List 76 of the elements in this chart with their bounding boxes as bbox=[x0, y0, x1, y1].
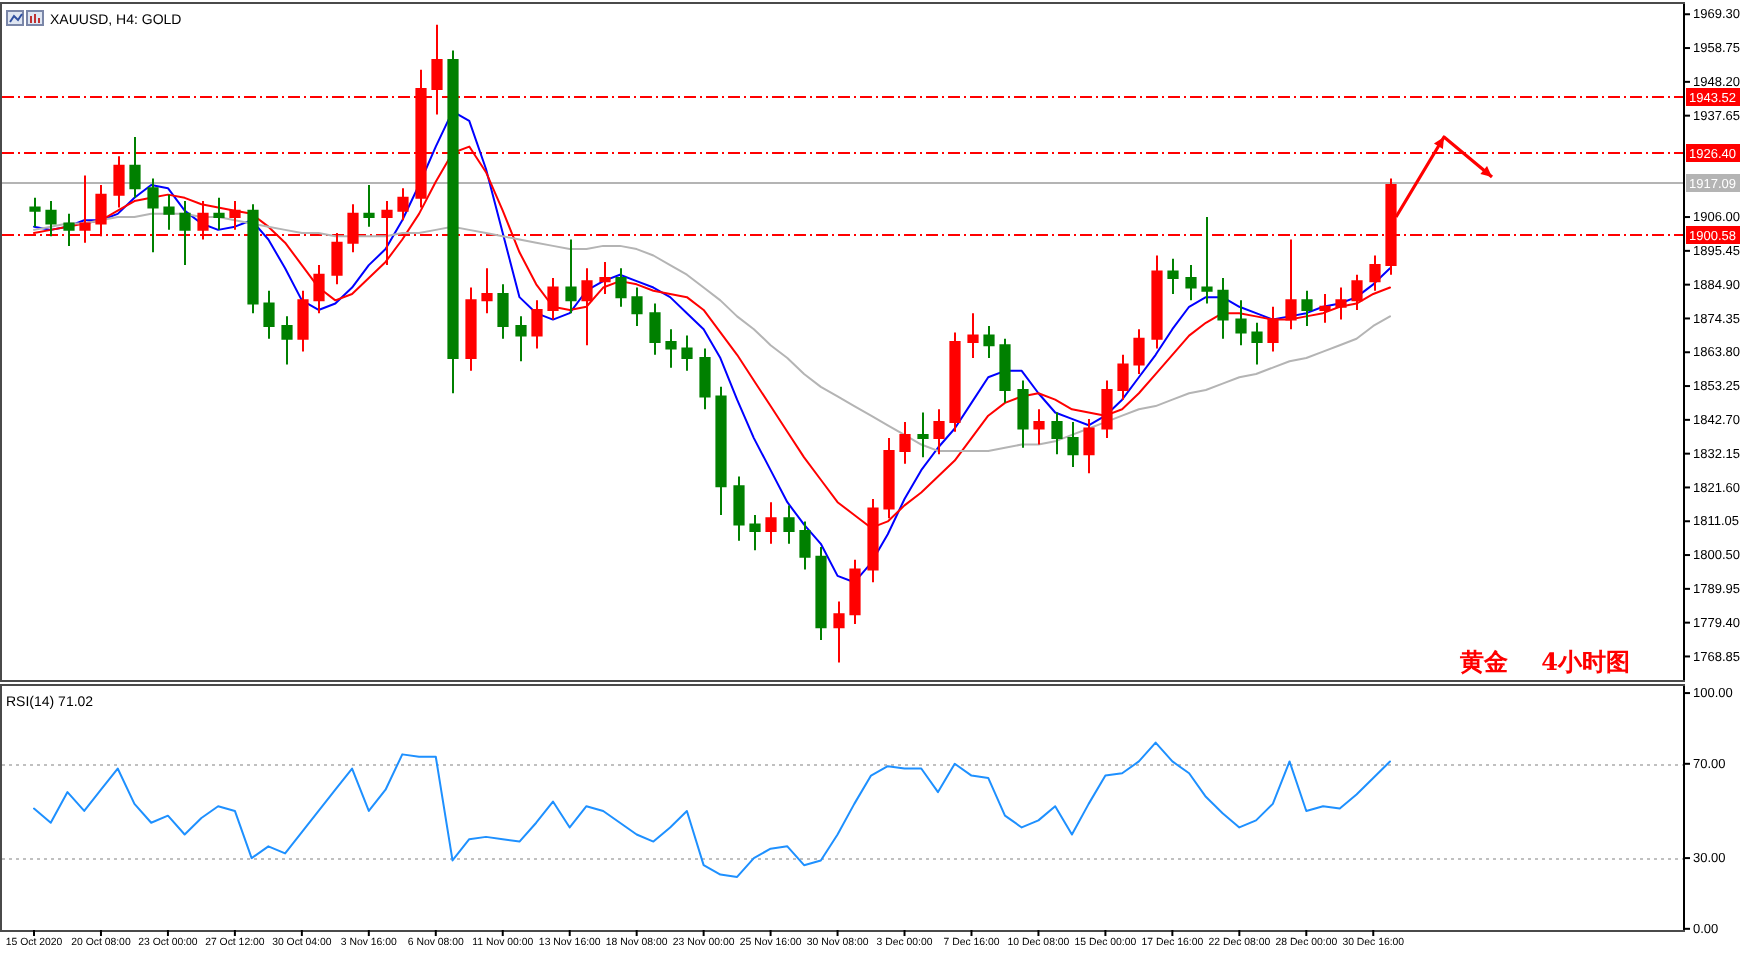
line-series bbox=[33, 212, 1391, 452]
candlestick bbox=[515, 315, 527, 363]
line-series bbox=[33, 741, 1391, 878]
candlestick bbox=[565, 238, 577, 315]
candlestick bbox=[1335, 286, 1347, 321]
candlestick bbox=[899, 421, 911, 465]
candlestick bbox=[179, 200, 191, 267]
candlestick bbox=[1369, 254, 1381, 292]
candlestick bbox=[1167, 257, 1179, 295]
candlestick bbox=[147, 177, 159, 254]
candlestick bbox=[281, 315, 293, 366]
candlestick bbox=[1017, 379, 1029, 449]
candlestick bbox=[1251, 321, 1263, 366]
candlestick bbox=[765, 501, 777, 545]
candlestick bbox=[967, 312, 979, 360]
candlestick bbox=[1217, 276, 1229, 340]
candlestick bbox=[1101, 379, 1113, 440]
candlestick bbox=[1117, 353, 1129, 401]
candlestick bbox=[431, 23, 443, 116]
candlestick bbox=[29, 196, 41, 228]
candlestick bbox=[649, 302, 661, 356]
candlestick bbox=[1201, 216, 1213, 305]
candlestick bbox=[815, 546, 827, 641]
candlestick bbox=[497, 283, 509, 340]
candlestick bbox=[1067, 421, 1079, 468]
candlestick bbox=[229, 200, 241, 231]
candlestick bbox=[1351, 273, 1363, 311]
candlestick bbox=[999, 337, 1011, 404]
candlestick bbox=[917, 411, 929, 459]
candlestick bbox=[63, 212, 75, 247]
candlestick bbox=[733, 475, 745, 542]
candlestick bbox=[883, 437, 895, 520]
candlestick bbox=[1235, 299, 1247, 347]
candlestick bbox=[1133, 328, 1145, 376]
candlestick bbox=[1051, 411, 1063, 456]
candlestick bbox=[681, 334, 693, 372]
candlestick bbox=[531, 299, 543, 350]
candlestick bbox=[783, 504, 795, 545]
candlestick bbox=[1301, 289, 1313, 327]
candlestick bbox=[1083, 417, 1095, 475]
candlestick bbox=[665, 328, 677, 369]
candlestick bbox=[715, 385, 727, 516]
candlestick bbox=[933, 408, 945, 456]
candlestick bbox=[849, 558, 861, 625]
candlestick bbox=[547, 276, 559, 321]
candlestick bbox=[1319, 292, 1331, 324]
candlestick bbox=[1033, 408, 1045, 446]
candlestick bbox=[949, 331, 961, 433]
candlestick bbox=[1185, 264, 1197, 302]
candlestick bbox=[599, 260, 611, 295]
candlestick bbox=[983, 324, 995, 360]
candlestick bbox=[129, 135, 141, 199]
candlestick bbox=[1151, 254, 1163, 350]
candlestick bbox=[213, 196, 225, 231]
candlestick bbox=[799, 520, 811, 571]
candlestick bbox=[397, 187, 409, 222]
text: 黄金 4小时图 bbox=[1457, 648, 1630, 676]
candlestick bbox=[263, 289, 275, 340]
candlestick bbox=[615, 267, 627, 308]
candlestick bbox=[247, 203, 259, 315]
candlestick bbox=[699, 347, 711, 411]
candlestick bbox=[631, 286, 643, 327]
candlestick bbox=[833, 600, 845, 664]
line-series bbox=[33, 110, 1391, 584]
candlestick bbox=[447, 49, 459, 395]
candlestick bbox=[1267, 305, 1279, 353]
candlestick bbox=[481, 267, 493, 315]
candlestick bbox=[163, 193, 175, 231]
candlestick bbox=[313, 264, 325, 315]
candlestick bbox=[363, 184, 375, 228]
candlestick bbox=[581, 267, 593, 347]
candlestick bbox=[1285, 238, 1297, 331]
candlestick bbox=[297, 289, 309, 353]
candlestick bbox=[45, 200, 57, 238]
candlestick bbox=[465, 286, 477, 372]
candlestick bbox=[749, 514, 761, 552]
